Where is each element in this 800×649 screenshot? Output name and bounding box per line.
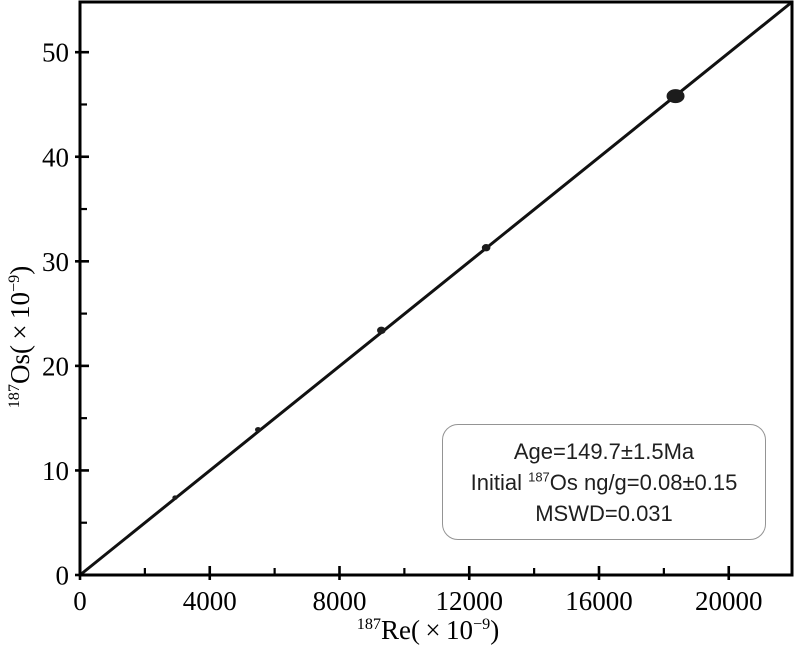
- x-tick-label: 16000: [565, 586, 633, 616]
- data-point: [377, 326, 386, 335]
- y-axis-isotope-superscript: 187: [5, 384, 23, 409]
- x-axis-title: 187Re( × 10−9): [268, 615, 588, 649]
- annotation-initial-prefix: Initial: [470, 469, 529, 495]
- y-axis-title-close: ): [5, 265, 35, 275]
- plot-border: [78, 0, 794, 577]
- y-tick-label: 10: [42, 456, 69, 486]
- annotation-isotope-superscript: 187: [528, 469, 550, 485]
- x-axis-title-text: Re( × 10: [381, 615, 474, 645]
- y-tick-label: 20: [42, 351, 69, 381]
- y-tick-label: 30: [42, 247, 69, 277]
- y-axis-title: 187Os( × 10−9): [5, 177, 39, 497]
- annotation-mswd: MSWD=0.031: [535, 500, 673, 526]
- x-tick-label: 12000: [435, 586, 503, 616]
- y-tick-label: 40: [42, 142, 69, 172]
- x-axis-title-close: ): [490, 615, 500, 645]
- data-point: [481, 244, 491, 252]
- data-point: [172, 495, 178, 500]
- x-tick-label: 0: [73, 586, 87, 616]
- annotation-age: Age=149.7±1.5Ma: [513, 438, 695, 464]
- annotation-box: Age=149.7±1.5Ma Initial 187Os ng/g=0.08±…: [442, 424, 766, 540]
- annotation-initial-os: Initial 187Os ng/g=0.08±0.15: [471, 467, 738, 498]
- annotation-initial-suffix: Os ng/g=0.08±0.15: [549, 469, 738, 495]
- y-tick-label: 50: [42, 38, 69, 68]
- x-tick-label: 8000: [312, 586, 366, 616]
- data-point: [254, 426, 262, 433]
- x-tick-label: 20000: [695, 586, 763, 616]
- x-tick-label: 4000: [183, 586, 237, 616]
- x-axis-exponent-superscript: −9: [473, 615, 491, 633]
- y-axis-exponent-superscript: −9: [5, 274, 23, 292]
- y-axis-title-text: Os( × 10: [5, 291, 35, 384]
- x-axis-isotope-superscript: 187: [356, 615, 381, 633]
- data-point: [666, 89, 685, 104]
- y-tick-label: 0: [56, 561, 70, 591]
